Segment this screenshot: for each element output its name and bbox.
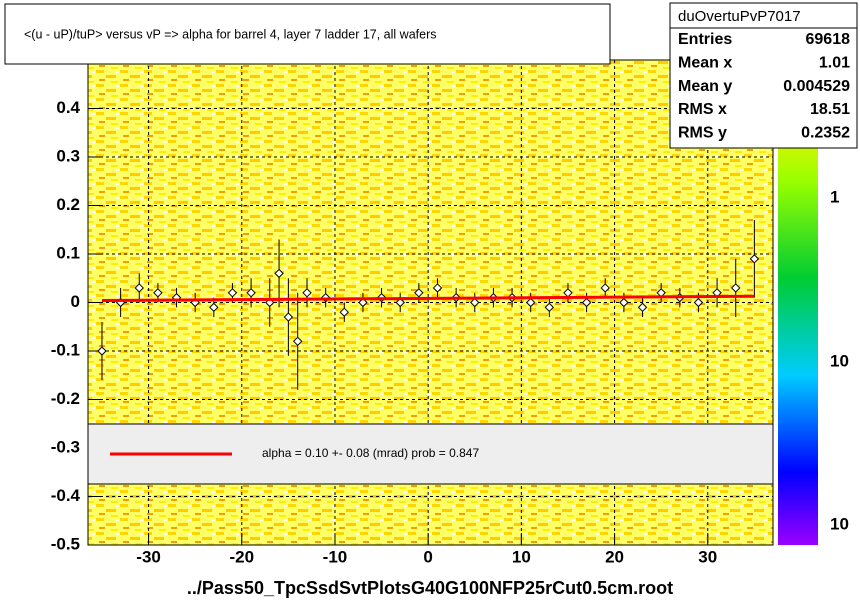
x-tick-label: -20 [229,547,254,566]
fit-legend-text: alpha = 0.10 +- 0.08 (mrad) prob = 0.847 [262,446,479,460]
point [581,297,592,308]
point [619,297,629,308]
stat-label: Mean x [678,55,732,72]
point [134,283,144,293]
stat-label: Mean y [678,78,732,95]
y-tick-label: -0.3 [51,437,80,456]
point [292,336,303,347]
point [470,297,480,308]
fit-line [101,294,755,303]
stats-name: duOvertuPvP7017 [678,8,801,25]
point [432,283,443,293]
point [274,268,284,279]
y-tick-label: -0.1 [51,340,80,359]
point [283,312,294,322]
stat-value: 0.2352 [801,124,850,141]
point [227,288,238,298]
point [749,254,760,264]
x-axis-label: ../Pass50_TpcSsdSvtPlotsG40G100NFP25rCut… [187,578,673,598]
point [339,307,350,317]
point [246,288,256,298]
stats-box [669,2,858,149]
y-tick-label: 0.4 [56,98,80,117]
y-tick-label: 0 [71,292,80,311]
y-tick-label: -0.2 [51,389,80,408]
x-tick-label: -10 [323,547,348,566]
stat-value: 1.01 [819,55,850,72]
y-tick-label: 0.1 [56,243,80,262]
point [358,297,368,308]
point [395,297,405,308]
point [600,283,610,293]
x-tick-label: 0 [423,547,432,566]
x-tick-label: 20 [605,547,624,566]
colorbar-label: 10 [830,514,849,533]
stat-value: 18.51 [810,101,850,118]
title-box [4,3,611,65]
x-tick-label: 10 [512,547,531,566]
point [544,302,555,313]
stat-label: RMS y [678,124,727,141]
chart-title: <(u - uP)/tuP> versus vP => alpha for ba… [24,27,436,41]
stat-label: Entries [678,31,732,48]
point [525,297,536,308]
point [414,288,424,298]
point [637,302,648,313]
point [97,346,107,356]
x-tick-label: 30 [698,547,717,566]
point [209,302,219,313]
y-tick-label: 0.3 [56,146,80,165]
y-tick-label: -0.5 [51,534,80,553]
point [153,288,163,298]
point [731,283,741,293]
point [693,297,704,308]
y-tick-label: -0.4 [51,486,81,505]
colorbar-label: 10 [830,351,849,370]
y-tick-label: 0.2 [56,195,80,214]
stat-value: 69618 [806,31,851,48]
point [302,288,312,298]
colorbar-label: 1 [830,187,839,206]
x-tick-label: -30 [136,547,161,566]
stat-label: RMS x [678,101,727,118]
stat-value: 0.004529 [783,78,850,95]
